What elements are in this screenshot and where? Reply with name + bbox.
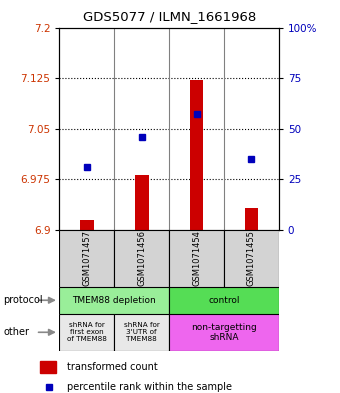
Bar: [114, 314, 169, 351]
Text: GSM1071455: GSM1071455: [247, 230, 256, 286]
Bar: [224, 230, 279, 287]
Bar: [59, 230, 114, 287]
Bar: [59, 287, 169, 314]
Bar: [114, 230, 169, 287]
Bar: [169, 287, 279, 314]
Text: non-targetting
shRNA: non-targetting shRNA: [191, 323, 257, 342]
Text: percentile rank within the sample: percentile rank within the sample: [67, 382, 232, 393]
Text: control: control: [208, 296, 240, 305]
Text: TMEM88 depletion: TMEM88 depletion: [72, 296, 156, 305]
Bar: [135, 174, 149, 230]
Text: shRNA for
3'UTR of
TMEM88: shRNA for 3'UTR of TMEM88: [124, 322, 160, 342]
Bar: [244, 208, 258, 230]
Text: other: other: [3, 327, 29, 337]
Bar: [80, 220, 94, 230]
Bar: [190, 80, 203, 230]
Text: GSM1071456: GSM1071456: [137, 230, 146, 286]
Text: GSM1071457: GSM1071457: [82, 230, 91, 286]
Bar: [169, 314, 279, 351]
Bar: [169, 230, 224, 287]
Text: shRNA for
first exon
of TMEM88: shRNA for first exon of TMEM88: [67, 322, 107, 342]
Text: transformed count: transformed count: [67, 362, 158, 372]
Text: protocol: protocol: [3, 295, 43, 305]
Bar: [40, 361, 56, 373]
Text: GSM1071454: GSM1071454: [192, 230, 201, 286]
Bar: [59, 314, 114, 351]
Text: GDS5077 / ILMN_1661968: GDS5077 / ILMN_1661968: [83, 10, 257, 23]
